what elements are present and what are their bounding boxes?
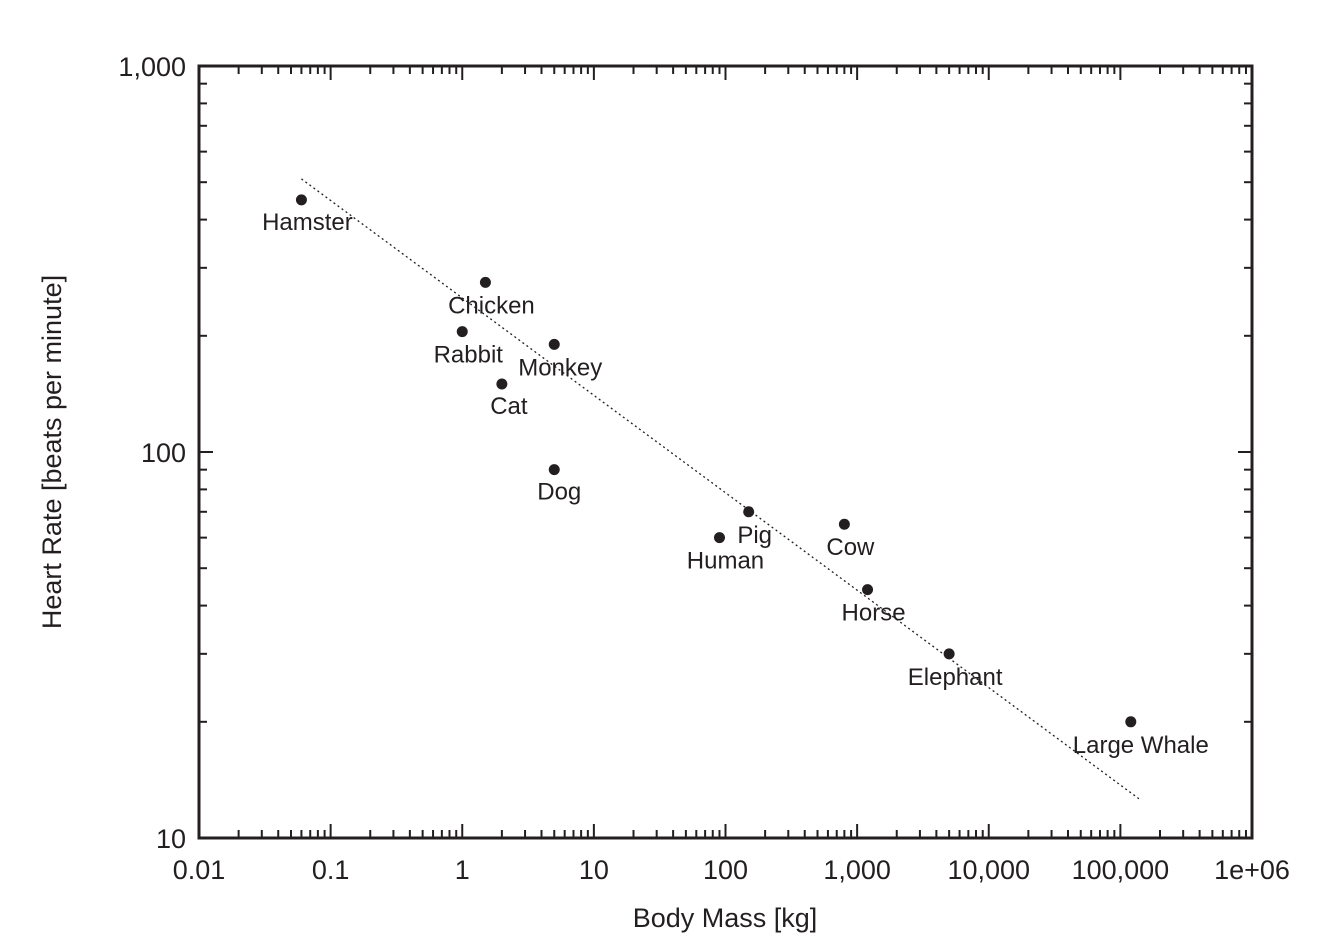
x-tick-labels: 0.01 0.1 1 10 100 1,000 10,000 100,000 1e+06: [173, 855, 1290, 885]
x-tick-label: 10,000: [947, 855, 1030, 885]
point-label: Hamster: [262, 209, 353, 236]
point-label: Large Whale: [1073, 732, 1209, 759]
point-label: Cat: [490, 393, 528, 420]
x-tick-label: 100,000: [1072, 855, 1170, 885]
x-tick-label: 0.01: [173, 855, 226, 885]
data-point: [295, 194, 307, 206]
point-label: Human: [687, 548, 764, 575]
y-axis-label: Heart Rate [beats per minute]: [37, 275, 67, 629]
x-axis-label: Body Mass [kg]: [633, 903, 818, 933]
data-point: [456, 326, 468, 338]
trendline: [301, 178, 1140, 800]
data-point: [943, 648, 955, 660]
x-tick-label: 1: [455, 855, 470, 885]
point-label: Cow: [826, 534, 875, 561]
x-tick-label: 0.1: [312, 855, 350, 885]
data-point: [743, 506, 755, 518]
x-tick-label: 1,000: [823, 855, 891, 885]
point-label: Pig: [737, 522, 772, 549]
data-point: [548, 464, 560, 476]
y-tick-label: 1,000: [118, 52, 186, 82]
point-label: Chicken: [448, 292, 535, 319]
point-label: Horse: [842, 600, 906, 627]
data-points: Hamster Chicken Rabbit Monkey Cat Dog PigHuman…: [262, 194, 1209, 759]
x-tick-label: 10: [579, 855, 609, 885]
plot-frame: [197, 64, 1254, 840]
point-label: Rabbit: [434, 342, 504, 369]
x-tick-label: 100: [703, 855, 748, 885]
data-point: [548, 338, 560, 350]
data-point: [479, 276, 491, 288]
data-point: [713, 532, 725, 544]
point-label: Dog: [537, 479, 581, 506]
axis-ticks: [198, 65, 1253, 839]
data-point: [496, 378, 508, 390]
point-label: Monkey: [518, 354, 602, 381]
point-label: Elephant: [908, 664, 1003, 691]
y-tick-label: 100: [141, 438, 186, 468]
data-point: [838, 518, 850, 530]
data-point: [1125, 716, 1137, 728]
x-tick-label: 1e+06: [1214, 855, 1290, 885]
y-tick-label: 10: [156, 824, 186, 854]
y-tick-labels: 10 100 1,000: [118, 52, 186, 854]
data-point: [862, 584, 874, 596]
trendline-layer: [301, 178, 1140, 800]
